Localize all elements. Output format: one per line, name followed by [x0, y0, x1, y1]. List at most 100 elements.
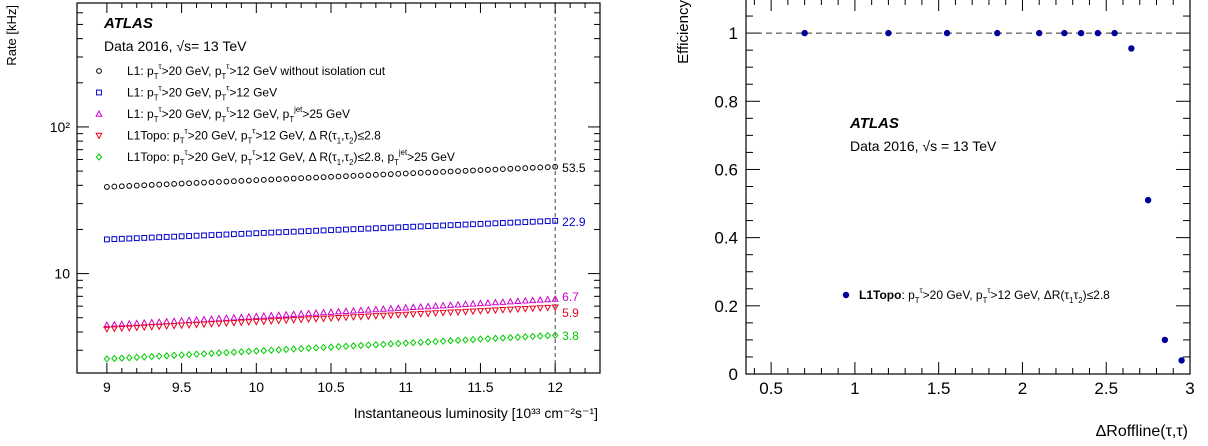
- rate-point: [178, 351, 185, 359]
- rate-point: [320, 174, 327, 181]
- rate-point: [365, 172, 372, 179]
- rate-point: [260, 318, 268, 326]
- efficiency-x-tick-label: 1.5: [927, 379, 951, 398]
- rate-legend-marker: [96, 89, 102, 96]
- rate-point: [417, 223, 424, 230]
- rate-point: [141, 234, 148, 241]
- rate-point: [402, 339, 410, 347]
- rate-point: [111, 236, 118, 243]
- efficiency-y-tick-label: 0.2: [714, 297, 738, 316]
- rate-point: [328, 173, 334, 180]
- rate-x-axis-title: Instantaneous luminosity [10³³ cm⁻²s⁻¹]: [354, 405, 598, 421]
- rate-point: [110, 325, 118, 333]
- rate-point: [552, 217, 559, 224]
- rate-point: [260, 311, 268, 319]
- rate-point: [432, 337, 439, 346]
- rate-point: [492, 334, 499, 343]
- rate-point: [148, 352, 155, 361]
- rate-point: [141, 182, 148, 189]
- rate-point: [491, 298, 500, 306]
- rate-x-tick-label: 12: [547, 379, 563, 395]
- efficiency-panel: 0.5 1 1.5 2 2.5 3 0 0.2 0.4 0.6 0.8 1 ATLAS Data 20…: [675, 0, 1195, 440]
- rate-point: [521, 296, 529, 304]
- rate-point: [253, 230, 260, 237]
- rate-point: [424, 302, 432, 310]
- rate-point: [387, 304, 395, 312]
- rate-point: [544, 304, 552, 312]
- rate-point: [290, 317, 298, 324]
- rate-point: [118, 325, 126, 333]
- rate-end-label: 22.9: [562, 215, 586, 229]
- rate-point: [290, 345, 297, 353]
- rate-point: [148, 318, 156, 326]
- rate-point: [282, 345, 290, 354]
- rate-point: [477, 167, 484, 174]
- rate-point: [477, 221, 484, 227]
- rate-point: [462, 221, 469, 228]
- rate-point: [230, 348, 238, 356]
- rate-point: [103, 184, 110, 190]
- rate-point: [238, 177, 245, 184]
- efficiency-point: [943, 29, 951, 37]
- rate-point: [417, 338, 424, 347]
- rate-point: [335, 226, 342, 233]
- rate-point: [379, 305, 387, 312]
- rate-point: [118, 183, 125, 190]
- rate-x-tick-label: 9.5: [172, 379, 192, 395]
- rate-point: [222, 320, 231, 328]
- rate-point: [133, 235, 140, 242]
- rate-point: [372, 171, 379, 178]
- rate-end-label: 3.8: [562, 329, 579, 343]
- rate-point: [185, 322, 193, 329]
- rate-point: [387, 224, 394, 231]
- rate-point: [193, 232, 200, 239]
- rate-point: [231, 231, 237, 238]
- rate-point: [327, 315, 335, 323]
- rate-legend-label: L1: pTτ>20 GeV, pTτ>12 GeV without isola…: [127, 62, 386, 81]
- rate-point: [387, 171, 394, 178]
- rate-point: [469, 299, 477, 307]
- rate-point: [409, 303, 417, 311]
- efficiency-legend-marker: [842, 291, 850, 299]
- rate-point: [252, 312, 260, 320]
- rate-legend-label: L1: pTτ>20 GeV, pTτ>12 GeV: [127, 84, 277, 103]
- rate-point: [260, 230, 267, 236]
- rate-point: [440, 222, 447, 229]
- rate-point: [253, 347, 260, 355]
- rate-point: [514, 219, 521, 226]
- rate-x-tick-label: 11.5: [467, 379, 493, 395]
- rate-point: [245, 312, 253, 320]
- rate-point: [484, 298, 492, 306]
- rate-point: [312, 316, 320, 323]
- rate-y-tick-label: 10: [54, 266, 70, 282]
- rate-point: [327, 343, 335, 351]
- rate-point: [387, 340, 395, 348]
- rate-point: [313, 227, 319, 234]
- rate-point: [118, 235, 125, 242]
- rate-point: [462, 336, 469, 344]
- rate-point: [514, 297, 522, 304]
- rate-point: [507, 219, 514, 226]
- rate-point: [207, 315, 216, 322]
- rate-point: [230, 320, 238, 327]
- rate-point: [485, 166, 491, 173]
- rate-point: [357, 341, 365, 350]
- rate-point: [237, 319, 246, 327]
- rate-point: [425, 169, 432, 176]
- rate-legend-marker: [96, 68, 102, 74]
- rate-point: [461, 300, 470, 308]
- rate-point: [163, 181, 170, 188]
- rate-point: [133, 353, 141, 362]
- rate-x-tick-label: 9: [103, 379, 111, 395]
- rate-point: [155, 318, 163, 325]
- rate-point: [432, 222, 439, 229]
- rate-point: [462, 167, 469, 174]
- rate-point: [357, 313, 365, 321]
- rate-point: [455, 168, 461, 175]
- rate-point: [499, 166, 506, 173]
- rate-y-axis-title: Rate [kHz]: [4, 5, 19, 66]
- rate-point: [185, 316, 193, 324]
- rate-point: [283, 175, 290, 182]
- rate-point: [327, 308, 335, 315]
- rate-point: [410, 223, 417, 230]
